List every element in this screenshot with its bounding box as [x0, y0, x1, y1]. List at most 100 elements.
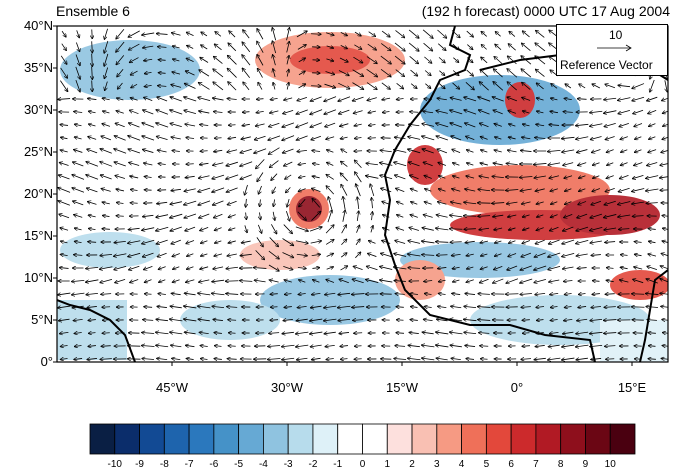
axis-ticks — [53, 25, 633, 366]
wind-vector — [508, 253, 517, 256]
wind-vector — [116, 111, 124, 114]
wind-vector — [367, 266, 378, 271]
wind-vector — [438, 293, 446, 294]
wind-vector — [86, 279, 99, 282]
lat-label-40n: 40°N — [23, 18, 53, 33]
wind-vector — [212, 174, 225, 179]
wind-vector — [272, 186, 277, 193]
wind-vector — [102, 202, 110, 204]
wind-vector — [212, 187, 225, 192]
wind-vector — [508, 215, 517, 217]
wind-vector — [424, 56, 431, 63]
lon-label-15w: 15°W — [386, 380, 418, 395]
wind-vector — [101, 294, 112, 295]
wind-vector — [92, 41, 93, 52]
wind-vector — [215, 346, 222, 347]
wind-vector — [128, 30, 140, 37]
wind-vector — [381, 82, 390, 89]
wind-vector — [269, 280, 279, 282]
wind-vector — [325, 293, 336, 294]
wind-vector — [408, 42, 419, 51]
wind-vector — [451, 306, 462, 307]
wind-vector — [480, 163, 488, 165]
wind-vector — [60, 345, 68, 346]
wind-vector — [520, 278, 533, 283]
wind-vector — [116, 55, 125, 64]
colorbar-tick-label: -3 — [283, 459, 293, 470]
wind-vector — [479, 333, 490, 334]
lat-label-35n: 35°N — [23, 60, 53, 75]
wind-vector — [576, 345, 589, 347]
wind-vector — [58, 319, 70, 321]
wind-vector — [299, 280, 306, 282]
wind-vector — [464, 110, 477, 115]
wind-vector — [397, 202, 404, 205]
wind-vector — [129, 162, 140, 166]
wind-vector — [436, 123, 449, 128]
wind-vector — [522, 215, 530, 217]
wind-vector — [481, 150, 488, 152]
wind-vector — [259, 212, 260, 219]
wind-vector — [170, 201, 182, 205]
wind-vector — [213, 267, 224, 269]
wind-vector — [104, 40, 109, 53]
wind-vector — [422, 29, 433, 38]
wind-vector — [634, 123, 643, 127]
wind-vector — [438, 189, 446, 191]
wind-vector — [198, 187, 211, 192]
wind-vector — [410, 189, 418, 192]
wind-vector — [452, 43, 459, 50]
wind-vector — [270, 224, 276, 233]
wind-vector — [357, 197, 358, 210]
wind-vector — [367, 97, 377, 101]
wind-vector — [229, 228, 236, 230]
wind-vector — [199, 213, 210, 218]
wind-vector — [408, 149, 421, 154]
wind-vector — [143, 215, 154, 216]
wind-vector — [422, 255, 435, 256]
wind-vector — [465, 82, 474, 89]
wind-vector — [590, 213, 603, 218]
wind-vector — [605, 242, 616, 243]
wind-vector — [494, 124, 502, 127]
wind-vector — [464, 229, 476, 230]
wind-vector — [227, 200, 237, 205]
wind-vector — [509, 228, 516, 230]
wind-vector — [73, 162, 84, 167]
wind-vector — [296, 31, 307, 38]
wind-vector — [228, 214, 236, 218]
wind-vector — [550, 214, 558, 218]
wind-vector — [395, 294, 405, 295]
wind-vector — [521, 150, 532, 151]
wind-vector — [576, 240, 589, 243]
wind-vector — [310, 122, 322, 127]
wind-vector — [356, 184, 361, 197]
wind-vector — [198, 97, 211, 102]
colorbar-swatch — [411, 423, 438, 455]
wind-vector — [297, 358, 308, 360]
wind-vector — [59, 214, 70, 219]
colorbar-tick-label: -9 — [135, 459, 144, 470]
wind-vector — [226, 174, 239, 179]
wind-vector — [214, 56, 223, 64]
wind-vector — [437, 319, 448, 321]
wind-vector — [648, 254, 657, 256]
wind-vector — [199, 111, 210, 113]
wind-vector — [591, 200, 602, 205]
wind-vector — [590, 111, 603, 112]
wind-vector — [324, 96, 337, 102]
wind-vector — [59, 268, 69, 269]
wind-vector — [286, 28, 290, 41]
wind-vector — [509, 31, 516, 37]
wind-vector — [453, 163, 460, 166]
wind-vector — [128, 240, 141, 244]
wind-vector — [451, 136, 462, 141]
wind-vector — [536, 31, 545, 38]
wind-vector — [156, 345, 169, 346]
wind-vector — [313, 280, 320, 283]
wind-vector — [341, 161, 348, 167]
wind-vector — [184, 319, 197, 321]
wind-vector — [606, 175, 614, 179]
wind-vector — [143, 149, 154, 153]
wind-vector — [366, 176, 379, 179]
